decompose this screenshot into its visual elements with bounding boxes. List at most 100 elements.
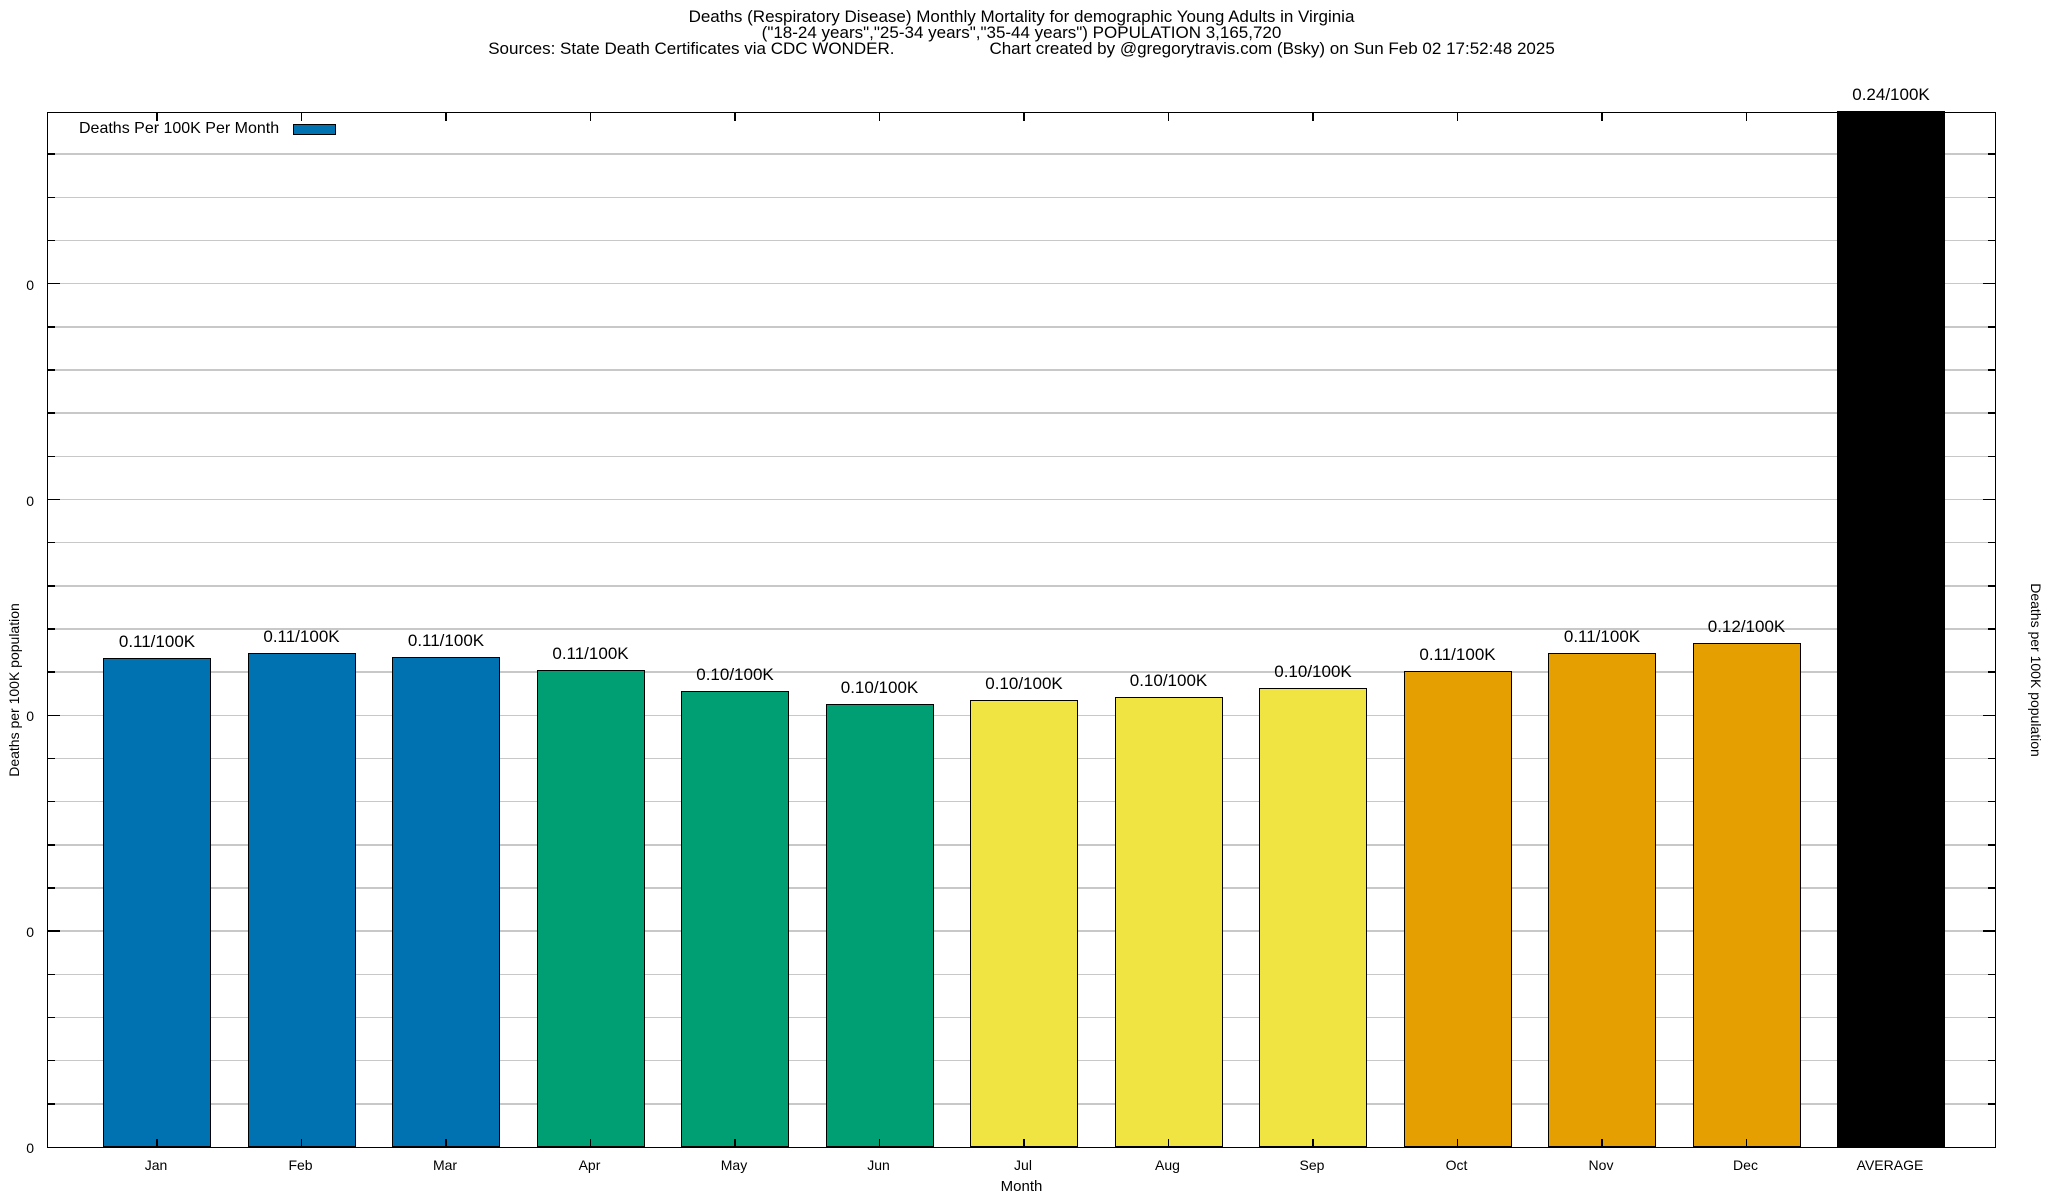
- x-tick-mark-bottom: [1745, 1139, 1748, 1147]
- gridline: [48, 455, 1995, 458]
- y-tick-label: 0: [26, 492, 34, 509]
- y-tick-mark-right: [1988, 585, 1995, 587]
- x-tick-label-oct: Oct: [1445, 1157, 1468, 1173]
- x-tick-label-mar: Mar: [432, 1157, 458, 1173]
- bar-value-label-dec: 0.12/100K: [1707, 617, 1786, 637]
- y-tick-mark-left: [48, 628, 55, 630]
- y-tick-label: 0: [26, 276, 34, 293]
- x-tick-label-sep: Sep: [1299, 1157, 1325, 1173]
- x-tick-mark-top: [1312, 113, 1314, 121]
- y-tick-mark-left: [48, 585, 55, 587]
- y-tick-mark-left: [48, 498, 60, 501]
- legend-label: Deaths Per 100K Per Month: [79, 120, 280, 137]
- y-tick-mark-left: [48, 930, 60, 932]
- y-tick-mark-left: [48, 1103, 55, 1105]
- x-tick-mark-top: [589, 113, 592, 121]
- bar-aug: [1114, 697, 1223, 1147]
- chart-title-block: Deaths (Respiratory Disease) Monthly Mor…: [47, 7, 1996, 58]
- y-tick-mark-left: [48, 196, 55, 199]
- chart-source-line: Sources: State Death Certificates via CD…: [47, 39, 1996, 58]
- y-tick-mark-left: [48, 800, 55, 803]
- x-axis-label: Month: [1000, 1178, 1043, 1195]
- y-tick-mark-left: [48, 844, 55, 846]
- y-tick-mark-right: [1983, 930, 1995, 932]
- y-tick-mark-left: [48, 973, 55, 976]
- x-tick-mark-top: [1890, 113, 1892, 121]
- x-tick-mark-top: [878, 113, 881, 121]
- x-tick-mark-top: [300, 113, 303, 121]
- y-tick-label: 0: [26, 708, 34, 725]
- bar-value-label-sep: 0.10/100K: [1274, 662, 1352, 682]
- x-tick-label-jan: Jan: [144, 1157, 168, 1173]
- gridline: [48, 628, 1995, 630]
- y-tick-mark-right: [1988, 196, 1995, 199]
- bar-value-label-jun: 0.10/100K: [840, 678, 919, 698]
- x-tick-mark-bottom: [156, 1139, 158, 1147]
- bar-value-label-average: 0.24/100K: [1852, 85, 1930, 104]
- x-tick-mark-top: [1745, 113, 1748, 121]
- bar-jun: [825, 704, 934, 1147]
- x-tick-mark-bottom: [1023, 1139, 1025, 1147]
- gridline: [48, 585, 1995, 587]
- legend-swatch-icon: [293, 123, 337, 135]
- y-tick-mark-left: [48, 369, 55, 371]
- bar-jul: [970, 700, 1078, 1147]
- bar-value-label-may: 0.10/100K: [696, 665, 774, 685]
- y-tick-mark-right: [1988, 671, 1995, 673]
- plot-area: Deaths Per 100K Per Month 0.11/100K 0.11/…: [47, 85, 1996, 1148]
- y-axis-label-right: Deaths per 100K population: [2028, 583, 2044, 757]
- x-tick-mark-top: [734, 113, 736, 121]
- x-tick-mark-top: [1167, 113, 1170, 121]
- y-tick-mark-left: [48, 541, 55, 544]
- y-tick-mark-left: [48, 326, 55, 328]
- x-tick-label-aug: Aug: [1155, 1157, 1180, 1173]
- chart-title: Deaths (Respiratory Disease) Monthly Mor…: [688, 7, 1355, 26]
- y-tick-label: 0: [26, 924, 34, 941]
- gridline: [48, 196, 1995, 199]
- x-tick-label-nov: Nov: [1588, 1157, 1614, 1173]
- source-note: Sources: State Death Certificates via CD…: [488, 39, 895, 58]
- y-tick-mark-right: [1988, 887, 1995, 889]
- x-tick-label-average: AVERAGE: [1856, 1157, 1924, 1173]
- y-tick-mark-left: [48, 239, 55, 242]
- x-tick-label-apr: Apr: [578, 1157, 601, 1173]
- x-tick-mark-bottom: [1890, 1139, 1892, 1147]
- y-tick-mark-right: [1983, 498, 1995, 501]
- x-tick-label-may: May: [720, 1157, 748, 1173]
- y-tick-mark-right: [1988, 541, 1995, 544]
- x-tick-mark-bottom: [878, 1139, 881, 1147]
- y-tick-mark-left: [48, 714, 60, 717]
- bar-value-label-nov: 0.11/100K: [1563, 627, 1641, 647]
- bar-mar: [392, 657, 500, 1147]
- y-tick-mark-right: [1988, 628, 1995, 630]
- bar-oct: [1403, 670, 1512, 1147]
- y-tick-mark-left: [48, 412, 55, 414]
- y-tick-mark-right: [1988, 1016, 1995, 1019]
- y-tick-mark-right: [1988, 412, 1995, 414]
- bar-may: [681, 691, 789, 1147]
- y-tick-label: 0: [26, 1140, 34, 1156]
- y-tick-mark-left: [48, 282, 60, 285]
- y-tick-mark-right: [1988, 326, 1995, 328]
- bar-nov: [1548, 653, 1656, 1147]
- bar-value-label-jul: 0.10/100K: [985, 674, 1063, 694]
- bar-value-label-aug: 0.10/100K: [1129, 671, 1208, 691]
- bar-apr: [536, 670, 645, 1147]
- gridline: [48, 369, 1995, 371]
- x-tick-mark-top: [445, 113, 447, 121]
- bar-feb: [247, 653, 356, 1147]
- x-tick-label-dec: Dec: [1733, 1157, 1758, 1173]
- y-tick-mark-right: [1988, 1059, 1995, 1062]
- x-tick-mark-top: [1023, 113, 1025, 121]
- y-tick-mark-left: [48, 455, 55, 458]
- bar-dec: [1692, 643, 1801, 1147]
- gridline: [48, 671, 1995, 673]
- x-tick-mark-bottom: [1312, 1139, 1314, 1147]
- y-tick-mark-right: [1983, 714, 1995, 717]
- x-tick-mark-bottom: [445, 1139, 447, 1147]
- y-tick-mark-left: [48, 153, 55, 155]
- x-tick-label-jul: Jul: [1014, 1157, 1032, 1173]
- bar-sep: [1259, 688, 1367, 1147]
- y-tick-mark-right: [1983, 282, 1995, 285]
- gridline: [48, 541, 1995, 544]
